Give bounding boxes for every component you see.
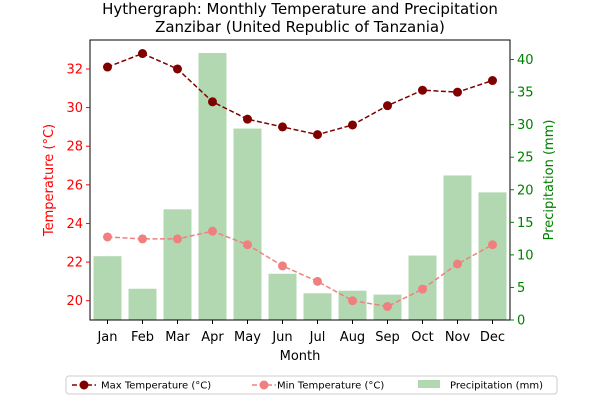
legend-precip-swatch: [418, 380, 440, 388]
x-tick-label-jan: Jan: [96, 330, 117, 345]
y-left-tick-label: 24: [66, 217, 83, 232]
y-right-tick-label: 40: [517, 53, 534, 68]
y-right-tick-label: 20: [517, 183, 534, 198]
max-temp-point-jan: [103, 63, 112, 72]
min-temp-point-nov: [453, 260, 462, 269]
y-axis-right-label: Precipitation (mm): [542, 120, 557, 241]
max-temp-point-apr: [208, 97, 217, 106]
x-tick-label-feb: Feb: [131, 330, 154, 345]
y-left-tick-label: 28: [66, 140, 83, 155]
precip-bar-dec: [479, 192, 507, 320]
y-left-tick-label: 26: [66, 178, 83, 193]
precip-bar-mar: [164, 209, 192, 320]
legend-min-label: Min Temperature (°C): [277, 381, 384, 392]
precip-bar-nov: [444, 175, 472, 320]
min-temp-point-jun: [278, 261, 287, 270]
chart-title: Hythergraph: Monthly Temperature and Pre…: [102, 0, 498, 18]
precip-bar-jun: [269, 274, 297, 320]
chart-subtitle: Zanzibar (United Republic of Tanzania): [155, 18, 445, 36]
max-temp-point-may: [243, 115, 252, 124]
max-temp-point-mar: [173, 64, 182, 73]
y-axis-left-label: Temperature (°C): [42, 124, 57, 237]
y-right-tick-label: 10: [517, 248, 534, 263]
x-tick-label-mar: Mar: [165, 330, 190, 345]
min-temp-point-may: [243, 240, 252, 249]
max-temp-point-jun: [278, 122, 287, 131]
precip-bar-apr: [199, 53, 227, 320]
precip-bar-jul: [304, 293, 332, 320]
precipitation-bars: [94, 53, 507, 320]
precip-bar-jan: [94, 256, 122, 320]
max-temp-point-feb: [138, 49, 147, 58]
legend-max-marker: [80, 381, 89, 390]
min-temp-point-mar: [173, 234, 182, 243]
x-tick-label-jun: Jun: [271, 330, 292, 345]
x-tick-label-sep: Sep: [375, 330, 400, 345]
y-right-tick-label: 35: [517, 86, 534, 101]
x-tick-label-nov: Nov: [445, 330, 471, 345]
y-right-tick-label: 25: [517, 151, 534, 166]
temperature-lines: [103, 49, 497, 311]
min-temp-point-apr: [208, 227, 217, 236]
x-tick-label-oct: Oct: [411, 330, 433, 345]
max-temp-point-jul: [313, 130, 322, 139]
min-temp-point-dec: [488, 240, 497, 249]
max-temp-point-oct: [418, 86, 427, 95]
legend-min-marker: [260, 381, 269, 390]
max-temp-point-aug: [348, 120, 357, 129]
legend: Max Temperature (°C) Min Temperature (°C…: [66, 376, 557, 394]
x-tick-label-jul: Jul: [309, 330, 326, 345]
legend-max-label: Max Temperature (°C): [101, 381, 211, 392]
y-right-tick-label: 15: [517, 216, 534, 231]
y-left-tick-label: 32: [66, 62, 83, 77]
x-tick-label-may: May: [234, 330, 261, 345]
max-temp-point-nov: [453, 88, 462, 97]
y-right-tick-label: 0: [517, 314, 525, 329]
x-tick-label-aug: Aug: [340, 330, 365, 345]
y-left-tick-label: 30: [66, 101, 83, 116]
x-tick-label-dec: Dec: [480, 330, 505, 345]
min-temp-point-jan: [103, 232, 112, 241]
precip-bar-may: [234, 129, 262, 320]
y-left-tick-label: 22: [66, 256, 83, 271]
x-tick-label-apr: Apr: [201, 330, 224, 345]
legend-precip-label: Precipitation (mm): [450, 381, 543, 392]
min-temp-point-oct: [418, 285, 427, 294]
max-temp-point-sep: [383, 101, 392, 110]
y-right-tick-label: 5: [517, 281, 525, 296]
x-axis-label: Month: [280, 349, 321, 364]
min-temp-point-aug: [348, 296, 357, 305]
max-temp-line: [108, 54, 493, 135]
min-temp-point-jul: [313, 277, 322, 286]
max-temp-point-dec: [488, 76, 497, 85]
y-right-tick-label: 30: [517, 118, 534, 133]
precip-bar-feb: [129, 289, 157, 320]
min-temp-point-sep: [383, 302, 392, 311]
min-temp-point-feb: [138, 234, 147, 243]
y-left-tick-label: 20: [66, 294, 83, 309]
